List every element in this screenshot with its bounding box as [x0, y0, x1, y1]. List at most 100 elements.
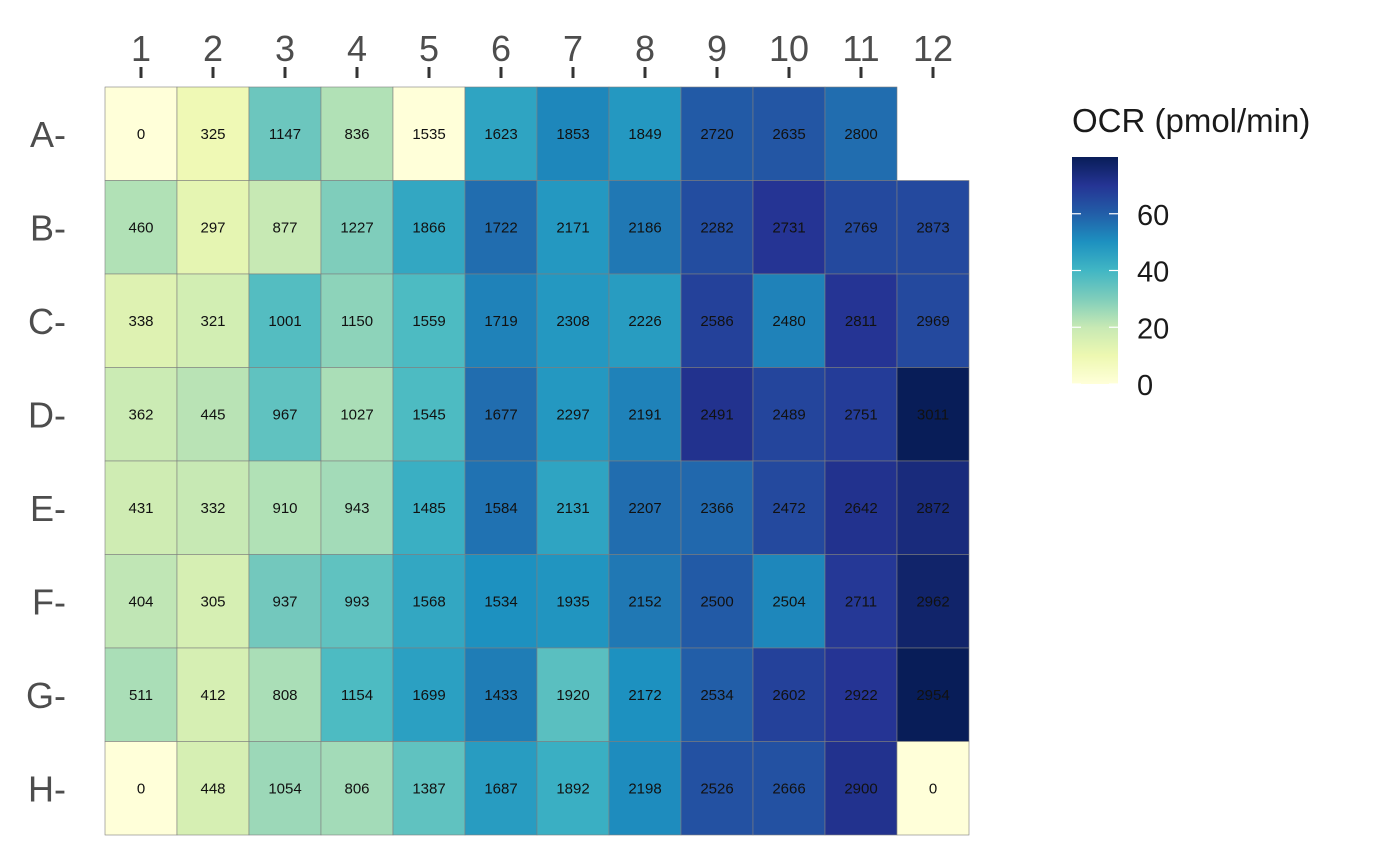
column-tick-label-11: 11 — [842, 28, 879, 69]
cell-value-label-C5: 1559 — [412, 313, 445, 330]
cell-value-label-C1: 338 — [128, 313, 153, 330]
heatmap-cell-D10 — [752, 367, 826, 462]
cell-value-label-E4: 943 — [344, 500, 369, 517]
heatmap-cell-B11 — [824, 180, 898, 275]
heatmap-cell-C2 — [176, 273, 250, 368]
heatmap-cell-F7 — [536, 554, 610, 649]
cell-value-label-B4: 1227 — [340, 219, 373, 236]
heatmap-cell-H4 — [320, 741, 394, 836]
legend-title: OCR (pmol/min) — [1072, 102, 1310, 139]
cell-value-label-B1: 460 — [128, 219, 153, 236]
cell-value-label-C2: 321 — [200, 313, 225, 330]
cell-value-label-G4: 1154 — [341, 687, 373, 704]
legend-tick-label-60: 60 — [1137, 200, 1169, 232]
heatmap-cell-A1 — [104, 86, 178, 181]
cell-value-label-B6: 1722 — [484, 219, 517, 236]
column-tick-label-12: 12 — [913, 28, 953, 69]
cell-value-label-B9: 2282 — [700, 219, 733, 236]
cell-value-label-H9: 2526 — [700, 780, 733, 797]
row-tick-label-A: A- — [30, 114, 66, 155]
legend-tick-label-20: 20 — [1137, 313, 1169, 345]
cell-value-label-B5: 1866 — [412, 219, 445, 236]
cell-value-label-F4: 993 — [344, 593, 369, 610]
heatmap-cell-A3 — [248, 86, 322, 181]
heatmap-cell-D8 — [608, 367, 682, 462]
heatmap-cell-F3 — [248, 554, 322, 649]
cell-value-label-G11: 2922 — [844, 687, 877, 704]
cell-value-label-C4: 1150 — [341, 313, 373, 330]
cell-value-label-E7: 2131 — [556, 500, 589, 517]
column-tick-label-2: 2 — [203, 28, 223, 69]
heatmap-cell-D7 — [536, 367, 610, 462]
heatmap-cell-B7 — [536, 180, 610, 275]
cell-value-label-D10: 2489 — [772, 406, 805, 423]
cell-value-label-F10: 2504 — [772, 593, 805, 610]
cell-value-label-C9: 2586 — [700, 313, 733, 330]
column-tick-label-7: 7 — [563, 28, 583, 69]
heatmap-cell-F9 — [680, 554, 754, 649]
heatmap-cell-E6 — [464, 460, 538, 555]
heatmap-cell-G2 — [176, 647, 250, 742]
heatmap-cell-H8 — [608, 741, 682, 836]
cell-value-label-B8: 2186 — [628, 219, 661, 236]
heatmap-cell-F10 — [752, 554, 826, 649]
cell-value-label-E9: 2366 — [700, 500, 733, 517]
cell-value-label-C7: 2308 — [556, 313, 589, 330]
heatmap-cell-E10 — [752, 460, 826, 555]
cell-value-label-H1: 0 — [137, 780, 145, 797]
cell-value-label-D2: 445 — [200, 406, 225, 423]
heatmap-cell-labels: 0 325 1147 836 1535 1623 1853 1849 2720 2635 2800 4… — [128, 126, 949, 798]
cell-value-label-G3: 808 — [272, 687, 297, 704]
cell-value-label-D1: 362 — [128, 406, 153, 423]
cell-value-label-H3: 1054 — [268, 780, 301, 797]
cell-value-label-A4: 836 — [344, 126, 369, 143]
column-tick-label-5: 5 — [419, 28, 439, 69]
column-tick-label-1: 1 — [131, 28, 151, 69]
cell-value-label-G6: 1433 — [484, 687, 517, 704]
heatmap-cell-H3 — [248, 741, 322, 836]
row-tick-label-E: E- — [30, 488, 66, 529]
cell-value-label-D9: 2491 — [700, 406, 733, 423]
column-tick-label-8: 8 — [635, 28, 655, 69]
cell-value-label-E8: 2207 — [628, 500, 661, 517]
cell-value-label-C11: 2811 — [845, 313, 877, 330]
column-tick-label-6: 6 — [491, 28, 511, 69]
heatmap-cell-E12 — [896, 460, 970, 555]
heatmap-cell-A10 — [752, 86, 826, 181]
row-axis: A- B- C- D- E- F- G- H- — [26, 114, 66, 810]
heatmap-cell-B10 — [752, 180, 826, 275]
cell-value-label-D3: 967 — [272, 406, 297, 423]
heatmap-cell-H2 — [176, 741, 250, 836]
cell-value-label-E11: 2642 — [844, 500, 877, 517]
cell-value-label-F3: 937 — [272, 593, 297, 610]
heatmap-cell-G1 — [104, 647, 178, 742]
heatmap-cell-B2 — [176, 180, 250, 275]
heatmap-cell-H5 — [392, 741, 466, 836]
cell-value-label-G10: 2602 — [772, 687, 805, 704]
heatmap-cell-G10 — [752, 647, 826, 742]
column-axis: 1 2 3 4 5 6 7 8 9 10 11 12 — [131, 28, 953, 78]
cell-value-label-D5: 1545 — [412, 406, 445, 423]
cell-value-label-F9: 2500 — [700, 593, 733, 610]
legend-tick-label-40: 40 — [1137, 257, 1169, 289]
cell-value-label-D12: 3011 — [917, 406, 949, 423]
cell-value-label-B2: 297 — [200, 219, 225, 236]
cell-value-label-F2: 305 — [200, 593, 225, 610]
heatmap-cell-B12 — [896, 180, 970, 275]
heatmap-cell-F2 — [176, 554, 250, 649]
column-tick-label-10: 10 — [769, 28, 809, 69]
heatmap-cell-B3 — [248, 180, 322, 275]
cell-value-label-B12: 2873 — [916, 219, 949, 236]
cell-value-label-E1: 431 — [128, 500, 153, 517]
cell-value-label-C3: 1001 — [268, 313, 301, 330]
heatmap-cell-G3 — [248, 647, 322, 742]
column-tick-label-3: 3 — [275, 28, 295, 69]
heatmap-cell-H1 — [104, 741, 178, 836]
heatmap-cell-C5 — [392, 273, 466, 368]
heatmap-cell-H9 — [680, 741, 754, 836]
heatmap-cell-A6 — [464, 86, 538, 181]
heatmap-cell-H12 — [896, 741, 970, 836]
cell-value-label-A5: 1535 — [412, 126, 445, 143]
cell-value-label-A10: 2635 — [772, 126, 805, 143]
heatmap-cell-D3 — [248, 367, 322, 462]
